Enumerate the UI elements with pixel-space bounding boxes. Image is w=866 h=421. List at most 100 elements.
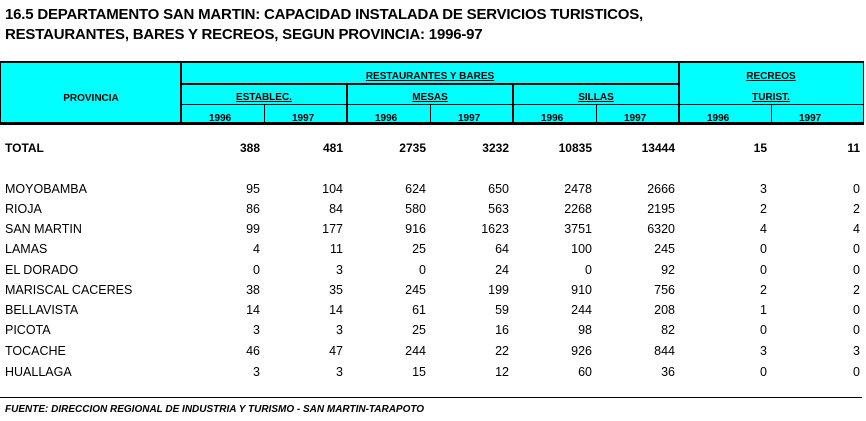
cell-value: 64 <box>495 242 509 256</box>
cell-value: 36 <box>661 365 675 379</box>
cell-value: 844 <box>654 344 675 358</box>
cell-value: 15 <box>412 365 426 379</box>
table-title-line2: RESTAURANTES, BARES Y RECREOS, SEGUN PRO… <box>5 26 483 43</box>
cell-value: 3 <box>336 365 343 379</box>
cell-value: 14 <box>246 303 260 317</box>
cell-value: 244 <box>405 344 426 358</box>
cell-value: 98 <box>578 323 592 337</box>
cell-value: 3751 <box>564 222 592 236</box>
cell-value: 4 <box>253 242 260 256</box>
cell-value: 82 <box>661 323 675 337</box>
cell-value: 3 <box>253 323 260 337</box>
cell-value: 3 <box>853 344 860 358</box>
header-establec: ESTABLEC. <box>236 92 292 103</box>
cell-value: 2735 <box>399 141 426 155</box>
cell-value: 910 <box>571 283 592 297</box>
source-note: FUENTE: DIRECCION REGIONAL DE INDUSTRIA … <box>5 404 425 415</box>
cell-value: 563 <box>488 202 509 216</box>
province-name: PICOTA <box>5 323 51 337</box>
table-row: EL DORADO 0 3 0 24 0 92 0 0 <box>0 263 866 281</box>
table-title-line1: 16.5 DEPARTAMENTO SAN MARTIN: CAPACIDAD … <box>5 6 644 23</box>
cell-value: 388 <box>239 141 260 155</box>
cell-value: 0 <box>853 263 860 277</box>
table-row: MARISCAL CACERES 38 35 245 199 910 756 2 2 <box>0 283 866 301</box>
cell-value: 177 <box>322 222 343 236</box>
table-row: BELLAVISTA 14 14 61 59 244 208 1 0 <box>0 303 866 321</box>
cell-value: 3 <box>760 182 767 196</box>
province-name: MARISCAL CACERES <box>5 283 133 297</box>
cell-value: 3 <box>336 263 343 277</box>
cell-value: 22 <box>495 344 509 358</box>
cell-value: 86 <box>246 202 260 216</box>
cell-value: 11 <box>847 141 860 155</box>
cell-value: 47 <box>329 344 343 358</box>
cell-value: 624 <box>405 182 426 196</box>
cell-value: 916 <box>405 222 426 236</box>
cell-value: 245 <box>654 242 675 256</box>
table-header: PROVINCIA RESTAURANTES Y BARES ESTABLEC.… <box>0 61 864 125</box>
cell-value: 0 <box>853 365 860 379</box>
cell-value: 2268 <box>564 202 592 216</box>
cell-value: 13444 <box>641 141 675 155</box>
cell-value: 0 <box>853 242 860 256</box>
cell-value: 756 <box>654 283 675 297</box>
cell-value: 25 <box>412 242 426 256</box>
cell-value: 2666 <box>647 182 675 196</box>
header-year: 1997 <box>458 113 481 124</box>
header-turist: TURIST. <box>752 92 790 103</box>
cell-value: 14 <box>329 303 343 317</box>
table-row: TOCACHE 46 47 244 22 926 844 3 3 <box>0 344 866 362</box>
cell-value: 10835 <box>558 141 592 155</box>
table-row: LAMAS 4 11 25 64 100 245 0 0 <box>0 242 866 260</box>
header-restaurantes-bares: RESTAURANTES Y BARES <box>365 71 495 82</box>
province-name: TOTAL <box>5 141 44 155</box>
cell-value: 59 <box>495 303 509 317</box>
cell-value: 0 <box>760 242 767 256</box>
province-name: LAMAS <box>5 242 48 256</box>
cell-value: 15 <box>753 141 767 155</box>
cell-value: 12 <box>495 365 509 379</box>
cell-value: 25 <box>412 323 426 337</box>
province-name: EL DORADO <box>5 263 79 277</box>
cell-value: 11 <box>330 242 343 256</box>
cell-value: 95 <box>246 182 260 196</box>
cell-value: 481 <box>322 141 343 155</box>
table-row: MOYOBAMBA 95 104 624 650 2478 2666 3 0 <box>0 182 866 200</box>
cell-value: 0 <box>853 323 860 337</box>
cell-value: 3 <box>253 365 260 379</box>
cell-value: 16 <box>495 323 509 337</box>
cell-value: 0 <box>419 263 426 277</box>
header-year: 1997 <box>624 113 647 124</box>
header-year: 1997 <box>292 113 315 124</box>
cell-value: 0 <box>853 182 860 196</box>
cell-value: 926 <box>571 344 592 358</box>
table-row: RIOJA 86 84 580 563 2268 2195 2 2 <box>0 202 866 220</box>
header-year: 1997 <box>799 113 822 124</box>
cell-value: 244 <box>571 303 592 317</box>
table-row: PICOTA 3 3 25 16 98 82 0 0 <box>0 323 866 341</box>
cell-value: 100 <box>571 242 592 256</box>
cell-value: 3232 <box>482 141 509 155</box>
cell-value: 24 <box>495 263 509 277</box>
cell-value: 0 <box>760 365 767 379</box>
province-name: RIOJA <box>5 202 42 216</box>
cell-value: 92 <box>661 263 675 277</box>
cell-value: 2 <box>853 283 860 297</box>
cell-value: 61 <box>412 303 426 317</box>
cell-value: 46 <box>246 344 260 358</box>
header-year: 1996 <box>541 113 564 124</box>
cell-value: 99 <box>246 222 260 236</box>
header-mesas: MESAS <box>412 92 448 103</box>
cell-value: 104 <box>322 182 343 196</box>
cell-value: 0 <box>760 323 767 337</box>
province-name: MOYOBAMBA <box>5 182 87 196</box>
cell-value: 1 <box>760 303 767 317</box>
province-name: HUALLAGA <box>5 365 72 379</box>
header-recreos: RECREOS <box>746 71 796 82</box>
cell-value: 650 <box>488 182 509 196</box>
header-sillas: SILLAS <box>578 92 614 103</box>
cell-value: 3 <box>760 344 767 358</box>
cell-value: 84 <box>329 202 343 216</box>
cell-value: 3 <box>336 323 343 337</box>
cell-value: 245 <box>405 283 426 297</box>
